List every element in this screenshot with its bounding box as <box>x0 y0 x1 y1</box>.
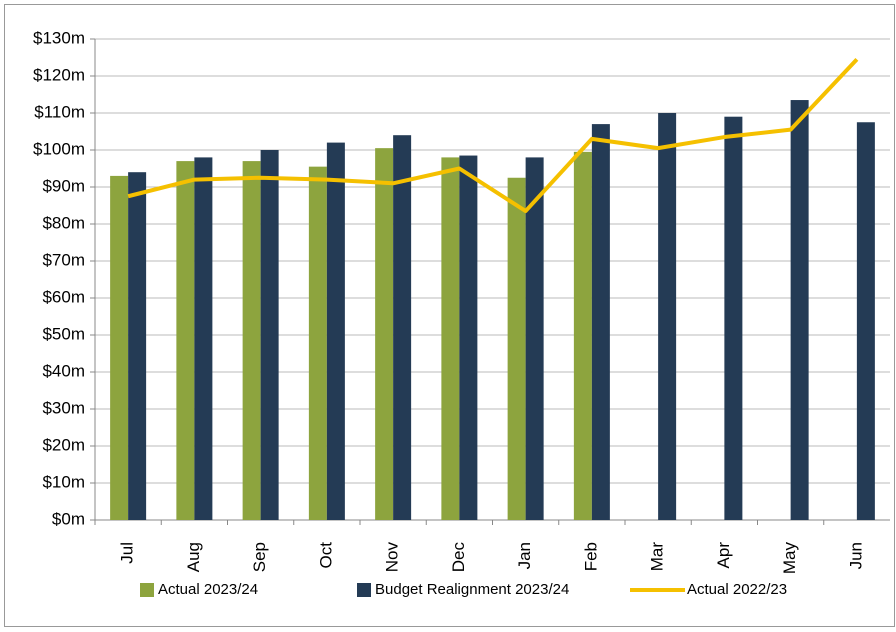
bar <box>507 177 526 520</box>
legend-swatch <box>140 583 154 597</box>
y-tick-label: $80m <box>42 213 85 232</box>
bar <box>176 161 195 520</box>
x-tick-label: Oct <box>316 542 335 569</box>
bar <box>393 135 412 520</box>
bar <box>128 172 147 520</box>
x-tick-label: Aug <box>184 542 203 572</box>
bar <box>573 151 592 520</box>
bar <box>790 100 809 521</box>
bar <box>260 150 279 520</box>
y-tick-label: $120m <box>33 65 85 84</box>
y-tick-label: $130m <box>33 28 85 47</box>
bar <box>242 161 261 520</box>
bar <box>308 166 327 520</box>
y-tick-label: $90m <box>42 176 85 195</box>
line <box>127 57 859 214</box>
y-tick-label: $50m <box>42 324 85 343</box>
x-tick-label: Jan <box>515 542 534 569</box>
bar <box>326 142 345 520</box>
bar <box>658 113 677 520</box>
bar <box>724 116 743 520</box>
y-tick-label: $110m <box>34 102 85 121</box>
y-tick-label: $100m <box>33 139 85 158</box>
bar <box>441 157 460 520</box>
bar <box>591 124 610 520</box>
legend-label: Budget Realignment 2023/24 <box>375 581 569 598</box>
y-tick-label: $30m <box>42 398 85 417</box>
y-tick-label: $10m <box>42 472 85 491</box>
bar <box>525 157 544 520</box>
x-tick-label: Mar <box>648 542 667 572</box>
x-tick-label: Nov <box>383 542 402 573</box>
x-tick-label: Feb <box>581 542 600 571</box>
x-tick-label: Dec <box>449 542 468 573</box>
legend-swatch <box>357 583 371 597</box>
x-tick-label: Jun <box>846 542 865 569</box>
bar <box>110 175 129 520</box>
chart-frame <box>4 4 895 627</box>
x-tick-label: Apr <box>714 542 733 569</box>
bar <box>375 148 394 520</box>
y-tick-label: $0m <box>52 509 85 528</box>
y-tick-label: $40m <box>42 361 85 380</box>
y-tick-label: $60m <box>42 287 85 306</box>
bar <box>459 155 478 521</box>
y-tick-label: $70m <box>42 250 85 269</box>
bar <box>856 122 875 520</box>
x-tick-label: May <box>780 542 799 575</box>
bar <box>194 157 213 520</box>
x-tick-label: Sep <box>250 542 269 572</box>
legend-label: Actual 2022/23 <box>687 581 787 598</box>
y-tick-label: $20m <box>42 435 85 454</box>
legend-label: Actual 2023/24 <box>158 581 258 598</box>
x-tick-label: Jul <box>118 542 137 564</box>
